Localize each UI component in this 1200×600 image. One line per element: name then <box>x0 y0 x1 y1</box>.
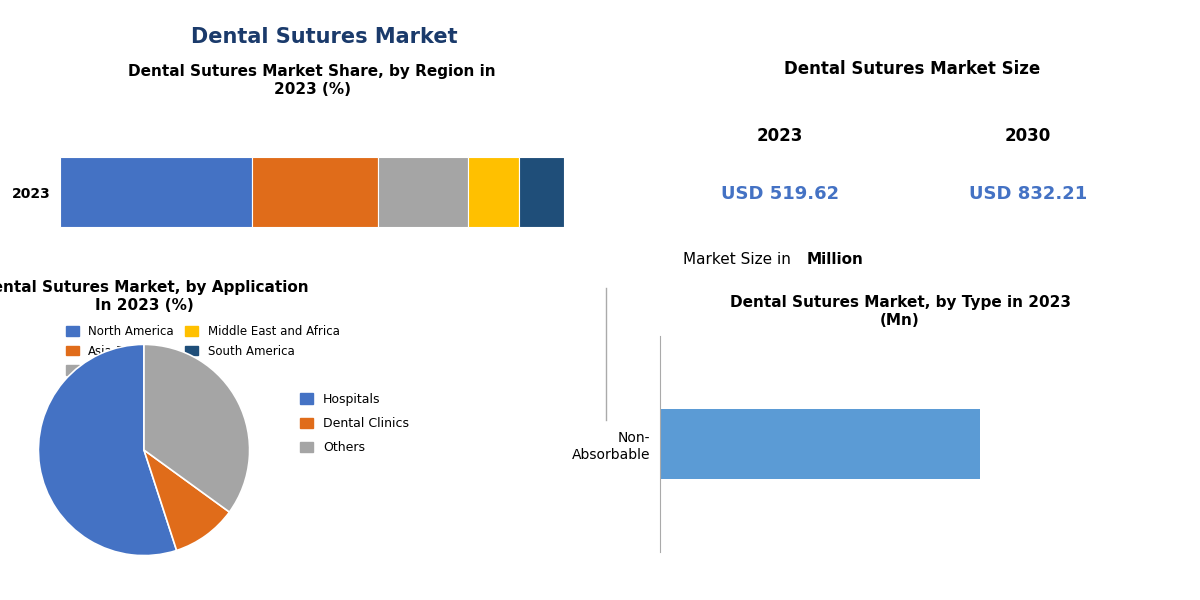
Text: 2030: 2030 <box>1006 127 1051 145</box>
Bar <box>468 157 518 227</box>
Wedge shape <box>144 450 229 550</box>
Title: Dental Sutures Market, by Type in 2023
(Mn): Dental Sutures Market, by Type in 2023 (… <box>730 295 1070 328</box>
Wedge shape <box>144 344 250 512</box>
Text: USD 519.62: USD 519.62 <box>721 185 839 203</box>
Bar <box>60 157 252 227</box>
Legend: North America, Asia-Pacific, Europe, Middle East and Africa, South America: North America, Asia-Pacific, Europe, Mid… <box>61 320 344 382</box>
Title: Dental Sutures Market Share, by Region in
2023 (%): Dental Sutures Market Share, by Region i… <box>128 64 496 97</box>
Text: Dental Sutures Market Size: Dental Sutures Market Size <box>784 60 1040 78</box>
Wedge shape <box>38 344 176 556</box>
Title: Dental Sutures Market, by Application
In 2023 (%): Dental Sutures Market, by Application In… <box>0 280 308 313</box>
Bar <box>252 157 378 227</box>
Bar <box>660 409 980 479</box>
Legend: Hospitals, Dental Clinics, Others: Hospitals, Dental Clinics, Others <box>295 388 414 460</box>
Text: Million: Million <box>806 252 863 267</box>
Text: USD 832.21: USD 832.21 <box>970 185 1087 203</box>
Text: Market Size in: Market Size in <box>683 252 796 267</box>
Bar <box>518 157 564 227</box>
Text: Dental Sutures Market: Dental Sutures Market <box>191 27 457 47</box>
Bar <box>378 157 468 227</box>
Text: 2023: 2023 <box>757 127 803 145</box>
